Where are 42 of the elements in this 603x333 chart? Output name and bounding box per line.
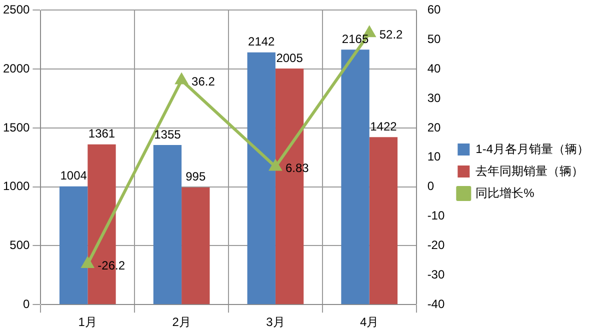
bar [182,187,210,304]
bar [341,50,370,304]
y2-tick-label: -10 [427,208,445,223]
data-label: 1355 [154,127,182,142]
y2-tick-label: 60 [427,2,441,17]
y2-tick-label: 10 [427,150,441,164]
point [270,160,282,171]
data-label: 52.2 [379,27,404,42]
bar [247,52,276,304]
point [82,257,94,268]
y2-tick-label: -20 [427,238,445,252]
y2-tick-label: -40 [427,296,445,311]
data-label: 1422 [370,119,398,134]
data-label: 995 [186,170,206,184]
x-tick-label: 4月 [360,315,379,330]
y-tick-label: 0 [23,296,30,311]
y2-tick-label: 0 [427,179,434,194]
y2-tick-label: -30 [427,267,445,282]
y-tick-label: 500 [10,238,30,252]
data-label: 36.2 [192,74,216,89]
x-tick-label: 3月 [266,315,285,330]
y-tick-label: 2000 [2,61,30,76]
legend-label: 1-4月各月销量（辆） [476,142,589,156]
x-tick-label: 2月 [172,315,191,330]
y2-tick-label: 50 [427,32,441,46]
point [176,74,188,84]
bar [153,145,182,304]
data-label: 2005 [276,50,304,65]
y2-tick-label: 30 [427,90,441,105]
data-label: 1004 [60,168,88,183]
y2-tick-label: 40 [427,61,441,76]
y-tick-label: 1000 [2,179,30,194]
bar [369,137,398,304]
data-label: 2142 [248,34,276,49]
legend-label: 同比增长% [476,186,535,200]
legend-label: 去年同期销量（辆） [476,164,584,178]
y2-tick-label: 20 [427,120,441,134]
data-label: 1361 [88,126,116,141]
y-tick-label: 2500 [2,2,30,17]
bar [59,186,88,304]
y-tick-label: 1500 [2,120,30,134]
x-tick-label: 1月 [78,315,97,330]
